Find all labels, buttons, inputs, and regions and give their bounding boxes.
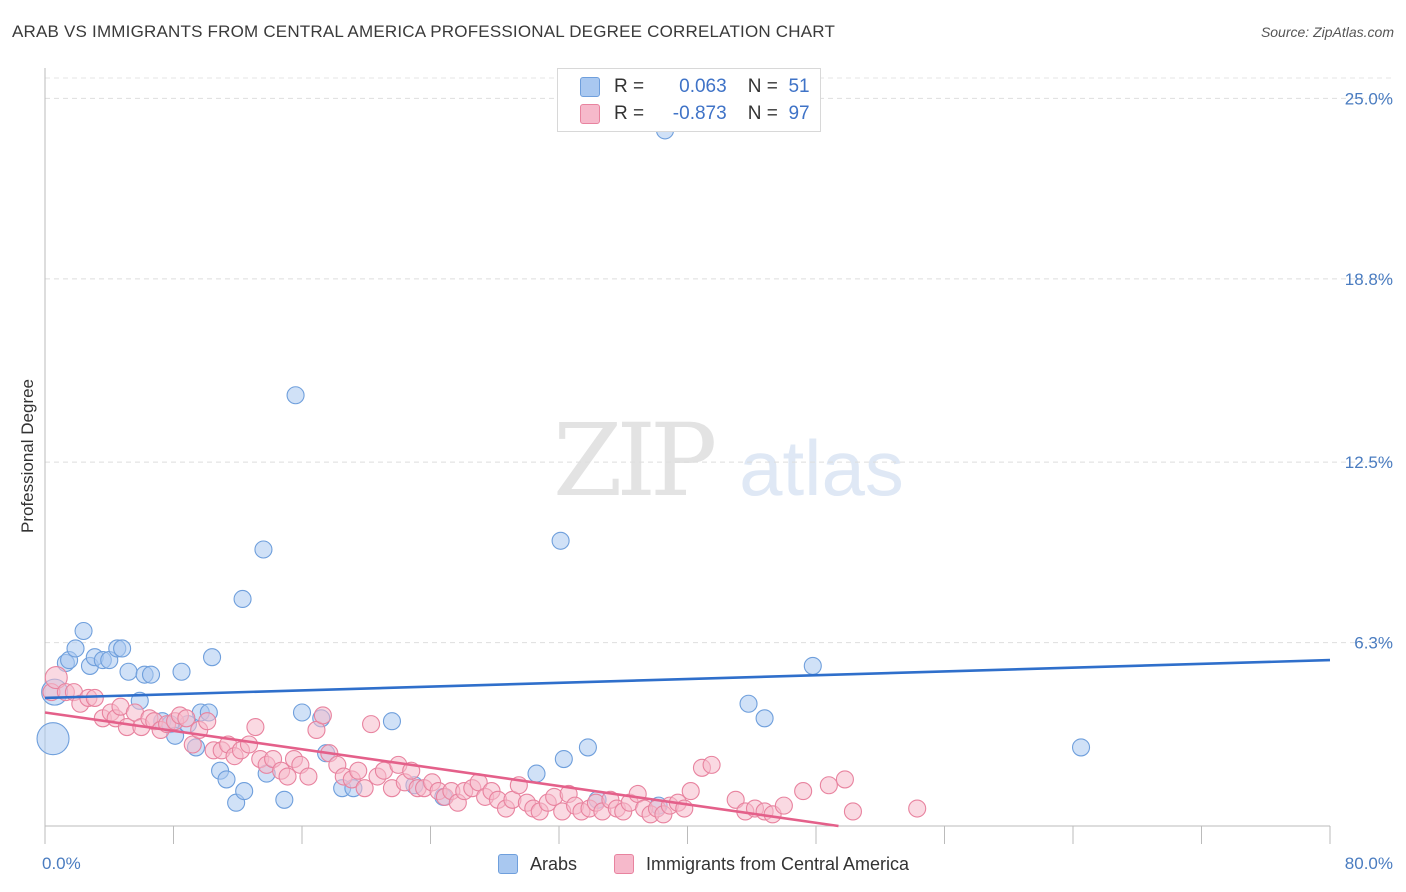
arabs-point-51 — [803, 656, 822, 675]
x-tick-label-1: 80.0% — [1345, 854, 1393, 873]
axes — [44, 68, 1331, 844]
legend-row-central-america: R = -0.873 N = 97 — [580, 102, 810, 126]
arabs-point-49 — [739, 694, 758, 713]
legend-n-label: N = — [747, 76, 778, 97]
arabs-point-11 — [113, 639, 132, 658]
central-america-point-35 — [278, 767, 297, 786]
bottom-legend-label-arabs: Arabs — [530, 853, 578, 874]
arabs-trend-line — [44, 658, 1331, 700]
arabs-point-39 — [382, 712, 402, 731]
legend-n-value: 51 — [788, 76, 810, 97]
central-america-point-20 — [177, 709, 196, 728]
central-america-point-104 — [819, 776, 838, 795]
arabs-point-32 — [275, 790, 294, 809]
arabs-point-28 — [235, 782, 254, 801]
arabs-point-15 — [141, 665, 161, 684]
central-america-point-23 — [198, 712, 217, 731]
central-america-point-96 — [702, 755, 721, 774]
central-america-point-40 — [313, 706, 332, 725]
central-america-point-103 — [794, 782, 813, 801]
watermark-atlas: atlas — [739, 424, 904, 512]
legend-r-label: R = — [614, 103, 645, 124]
y-tick-label-2: 18.8% — [1345, 270, 1393, 289]
legend-r-value: -0.873 — [672, 103, 727, 124]
central-america-point-45 — [349, 761, 368, 780]
arabs-point-50 — [755, 709, 774, 728]
correlation-legend: R = 0.063 N = 51 R = -0.873 N = 97 — [557, 68, 821, 132]
arabs-point-44 — [554, 750, 573, 769]
series-arabs-points — [36, 121, 1091, 815]
central-america-point-1 — [44, 666, 68, 690]
watermark: ZIP atlas — [553, 402, 904, 519]
arabs-point-34 — [292, 703, 312, 722]
arabs-point-24 — [203, 648, 222, 667]
central-america-point-38 — [299, 767, 318, 786]
central-america-point-30 — [246, 717, 265, 737]
legend-row-arabs: R = 0.063 N = 51 — [580, 75, 810, 99]
y-tick-label-1: 12.5% — [1345, 453, 1393, 472]
bottom-legend-swatch-central-america — [614, 854, 634, 874]
chart-source: Source: ZipAtlas.com — [1260, 24, 1394, 40]
arabs-point-4 — [66, 639, 85, 658]
tick-labels: 6.3% 12.5% 18.8% 25.0% 0.0% 80.0% Professional… — [18, 89, 1393, 873]
legend-n-label: N = — [747, 103, 778, 124]
legend-swatch-arabs — [580, 77, 600, 97]
central-america-point-105 — [835, 770, 854, 789]
watermark-zip: ZIP — [553, 402, 717, 519]
arabs-point-26 — [217, 770, 236, 789]
legend-n-value: 97 — [788, 103, 810, 124]
chart-title: ARAB VS IMMIGRANTS FROM CENTRAL AMERICA … — [12, 22, 836, 41]
central-america-point-97 — [726, 790, 745, 809]
trend-lines — [44, 658, 1331, 828]
central-america-point-102 — [774, 796, 793, 815]
y-axis-label: Professional Degree — [18, 379, 37, 533]
y-tick-label-0: 6.3% — [1354, 634, 1393, 653]
arabs-point-45 — [578, 738, 597, 757]
grid-lines — [45, 77, 1392, 644]
legend-r-label: R = — [614, 76, 645, 97]
central-america-point-94 — [681, 782, 700, 801]
arabs-point-29 — [233, 589, 252, 609]
arabs-point-43 — [551, 531, 570, 550]
central-america-point-29 — [239, 735, 259, 754]
arabs-point-30 — [254, 540, 273, 559]
central-america-point-106 — [843, 802, 862, 821]
arabs-point-52 — [1071, 738, 1091, 757]
central-america-point-46 — [355, 779, 374, 798]
arabs-point-42 — [527, 764, 546, 783]
y-tick-label-3: 25.0% — [1345, 89, 1393, 108]
bottom-legend-label-central-america: Immigrants from Central America — [646, 853, 910, 874]
central-america-point-107 — [908, 799, 927, 818]
central-america-point-47 — [362, 715, 381, 734]
bottom-legend-swatch-arabs — [498, 854, 518, 874]
x-tick-label-0: 0.0% — [42, 854, 81, 873]
central-america-trend-line — [44, 711, 839, 828]
arabs-point-19 — [172, 662, 191, 681]
bottom-legend-central-america: Immigrants from Central America — [614, 852, 909, 876]
legend-r-value: 0.063 — [679, 76, 727, 97]
legend-swatch-central-america — [580, 104, 600, 124]
arabs-point-33 — [286, 386, 305, 405]
arabs-point-5 — [74, 621, 93, 641]
bottom-legend-arabs: Arabs — [498, 852, 577, 876]
arabs-point-0 — [36, 722, 70, 756]
arabs-point-12 — [119, 662, 138, 681]
